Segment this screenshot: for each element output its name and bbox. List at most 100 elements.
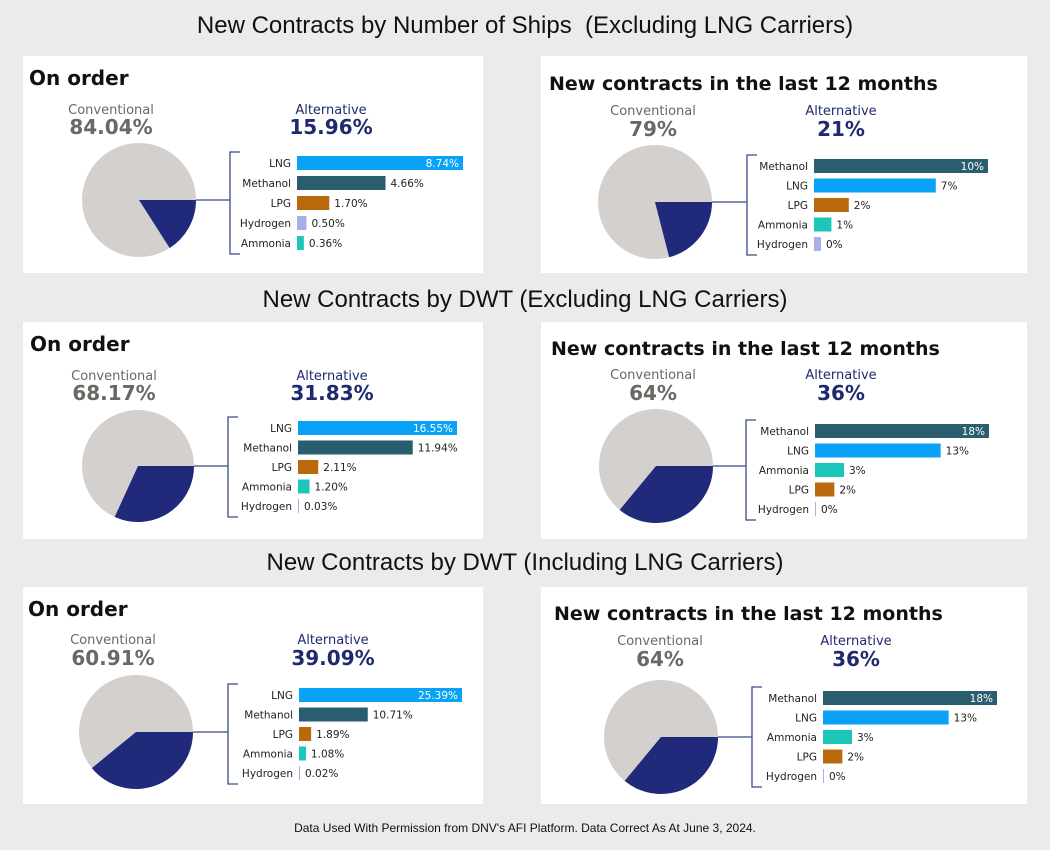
conventional-label: Conventional: [71, 369, 157, 384]
bar-lng: [823, 710, 949, 725]
bar-category-ammonia: Ammonia: [241, 238, 291, 250]
bar-value-lpg: 1.70%: [334, 198, 367, 210]
bar-value-hydrogen: 0.03%: [304, 501, 337, 513]
bar-lpg: [814, 198, 849, 212]
bar-value-methanol: 18%: [970, 693, 993, 705]
alternative-value: 21%: [817, 117, 865, 141]
alternative-value: 36%: [817, 381, 865, 405]
pie-slice-alternative: [91, 732, 193, 789]
alternative-value: 39.09%: [291, 646, 374, 670]
bar-category-lng: LNG: [795, 713, 817, 725]
bar-value-methanol: 10.71%: [373, 710, 413, 722]
bar-category-methanol: Methanol: [243, 443, 292, 455]
bar-value-methanol: 10%: [961, 161, 984, 173]
bar-value-ammonia: 1%: [836, 220, 853, 232]
section-title-ships: New Contracts by Number of Ships (Exclud…: [196, 12, 854, 39]
bar-value-lpg: 2%: [854, 200, 871, 212]
panel-ships-on-order: On order Conventional 84.04% Alternative 15.…: [23, 56, 483, 273]
bar-category-hydrogen: Hydrogen: [241, 501, 292, 513]
pie-slice-alternative: [139, 200, 196, 249]
bar-lpg: [297, 196, 330, 210]
connector-bracket: [718, 686, 762, 788]
panel-heading: New contracts in the last 12 months: [554, 603, 943, 625]
bar-lng: [815, 443, 941, 458]
bar-methanol: [823, 691, 997, 705]
pie-slice-alternative: [114, 466, 194, 522]
bar-category-lpg: LPG: [272, 462, 292, 474]
conventional-label: Conventional: [617, 634, 703, 649]
bar-category-lpg: LPG: [271, 198, 291, 210]
bar-category-lpg: LPG: [788, 200, 808, 212]
bar-category-ammonia: Ammonia: [758, 220, 808, 232]
bar-lpg: [298, 460, 319, 474]
footer-source-note: Data Used With Permission from DNV's AFI…: [294, 821, 756, 835]
chart-dwt-incl-last-12-months: New contracts in the last 12 months Conve…: [554, 603, 997, 794]
alternative-label: Alternative: [805, 368, 876, 383]
bar-category-hydrogen: Hydrogen: [242, 768, 293, 780]
panel-dwt-excl-on-order: On order Conventional 68.17% Alternative 31.…: [23, 322, 483, 539]
bar-hydrogen: [815, 502, 816, 516]
bar-value-methanol: 11.94%: [418, 443, 458, 455]
bar-ammonia: [298, 479, 310, 494]
bar-value-hydrogen: 0.50%: [311, 218, 344, 230]
bar-value-hydrogen: 0.02%: [305, 768, 338, 780]
alternative-label: Alternative: [820, 634, 891, 649]
bar-hydrogen: [298, 499, 299, 513]
bar-hydrogen: [299, 766, 300, 780]
bar-methanol: [815, 424, 989, 438]
connector-bracket: [712, 154, 757, 256]
panel-heading: New contracts in the last 12 months: [551, 338, 940, 360]
bar-category-hydrogen: Hydrogen: [758, 504, 809, 516]
bar-value-ammonia: 1.08%: [311, 749, 344, 761]
bar-value-lng: 13%: [946, 446, 969, 458]
alternative-label: Alternative: [295, 103, 366, 118]
conventional-value: 68.17%: [72, 381, 155, 405]
bar-lng: [299, 688, 462, 702]
bar-category-ammonia: Ammonia: [242, 482, 292, 494]
bar-ammonia: [823, 730, 852, 744]
bar-methanol: [814, 159, 988, 173]
panel-dwt-incl-on-order: On order Conventional 60.91% Alternative 39.…: [23, 587, 483, 804]
bar-lpg: [299, 727, 312, 741]
alternative-label: Alternative: [296, 369, 367, 384]
alternative-value: 36%: [832, 647, 880, 671]
conventional-label: Conventional: [70, 633, 156, 648]
bar-hydrogen: [297, 216, 307, 230]
bar-lng: [298, 421, 457, 435]
bar-ammonia: [297, 236, 304, 250]
bar-value-ammonia: 3%: [849, 465, 866, 477]
section-title-dwt-incl: New Contracts by DWT (Including LNG Carr…: [266, 549, 784, 576]
bar-category-ammonia: Ammonia: [243, 749, 293, 761]
bar-value-methanol: 18%: [962, 426, 985, 438]
bar-lng: [297, 156, 463, 170]
bar-category-lng: LNG: [269, 158, 291, 170]
bar-value-lng: 25.39%: [418, 690, 458, 702]
bar-lpg: [823, 749, 843, 764]
bar-category-ammonia: Ammonia: [767, 732, 817, 744]
bar-category-lng: LNG: [271, 690, 293, 702]
connector-bracket: [194, 416, 238, 518]
bar-value-hydrogen: 0%: [829, 771, 846, 783]
bar-value-lng: 16.55%: [413, 423, 453, 435]
panel-heading: On order: [28, 597, 128, 621]
bar-methanol: [298, 440, 413, 455]
chart-dwt-excl-last-12-months: New contracts in the last 12 months Conve…: [551, 338, 989, 523]
bar-value-ammonia: 0.36%: [309, 238, 342, 250]
bar-category-ammonia: Ammonia: [759, 465, 809, 477]
bar-category-methanol: Methanol: [244, 710, 293, 722]
alternative-value: 15.96%: [289, 115, 372, 139]
bar-category-methanol: Methanol: [760, 426, 809, 438]
connector-bracket: [713, 419, 756, 521]
bar-value-methanol: 4.66%: [391, 178, 424, 190]
bar-hydrogen: [814, 237, 821, 251]
pie-slice-alternative: [619, 466, 713, 523]
conventional-label: Conventional: [610, 368, 696, 383]
bar-value-lng: 8.74%: [426, 158, 459, 170]
bar-value-lng: 13%: [954, 713, 977, 725]
bar-methanol: [299, 707, 368, 722]
pie-slice-alternative: [624, 737, 718, 794]
bar-category-lng: LNG: [787, 446, 809, 458]
